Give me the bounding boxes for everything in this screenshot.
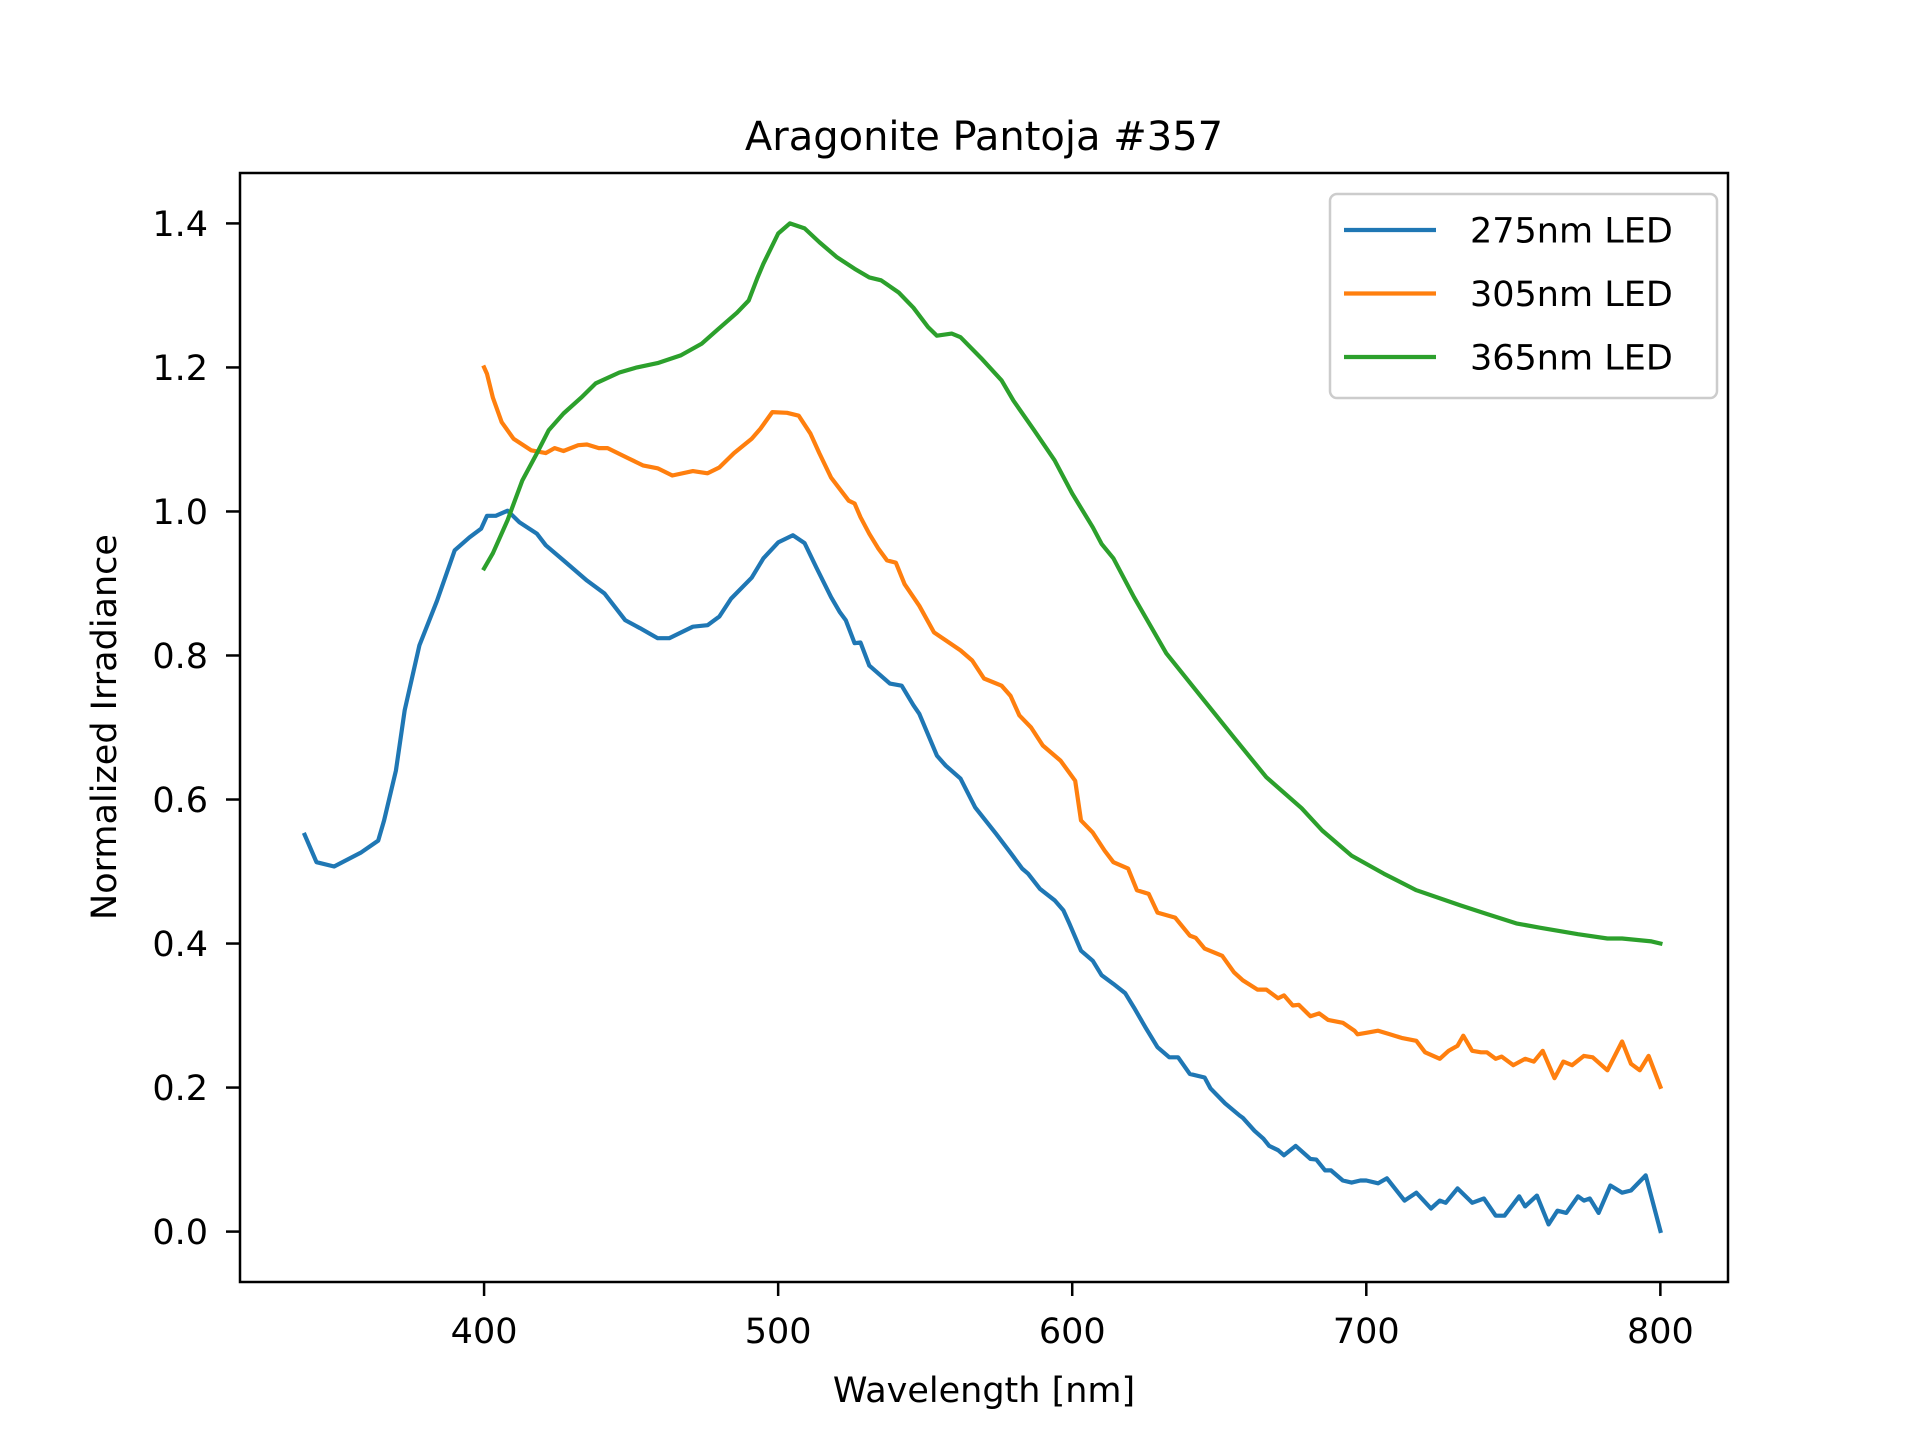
- x-tick-label: 800: [1627, 1312, 1694, 1352]
- y-tick-label: 1.0: [152, 493, 208, 533]
- y-axis-label: Normalized Irradiance: [85, 534, 125, 920]
- x-tick-label: 600: [1039, 1312, 1106, 1352]
- series-line-275nm-led: [301, 508, 1663, 1234]
- x-axis: 400 500 600 700 800: [451, 1282, 1694, 1352]
- legend: 275nm LED 305nm LED 365nm LED: [1328, 192, 1719, 400]
- x-tick-label: 400: [451, 1312, 518, 1352]
- legend-label: 365nm LED: [1470, 339, 1673, 379]
- y-axis: 0.0 0.2 0.4 0.6 0.8 1.0 1.2 1.4: [152, 205, 240, 1253]
- y-tick-label: 1.4: [152, 205, 208, 245]
- legend-box: [1328, 192, 1719, 400]
- y-tick-label: 0.2: [152, 1069, 208, 1109]
- legend-label: 275nm LED: [1470, 212, 1673, 252]
- legend-label: 305nm LED: [1470, 275, 1673, 315]
- series-line-365nm-led: [481, 221, 1663, 947]
- y-tick-label: 1.2: [152, 349, 208, 389]
- series-layer: [301, 221, 1664, 1234]
- x-tick-label: 500: [745, 1312, 812, 1352]
- series-line-305nm-led: [481, 364, 1664, 1090]
- axes-frame: [238, 171, 1730, 1284]
- y-tick-label: 0.8: [152, 637, 208, 677]
- x-axis-label: Wavelength [nm]: [833, 1371, 1135, 1411]
- y-tick-label: 0.0: [152, 1213, 208, 1253]
- y-tick-label: 0.6: [152, 781, 208, 821]
- y-tick-label: 0.4: [152, 925, 208, 965]
- x-tick-label: 700: [1333, 1312, 1400, 1352]
- chart-title: Aragonite Pantoja #357: [745, 114, 1223, 160]
- plot-area: [301, 221, 1664, 1234]
